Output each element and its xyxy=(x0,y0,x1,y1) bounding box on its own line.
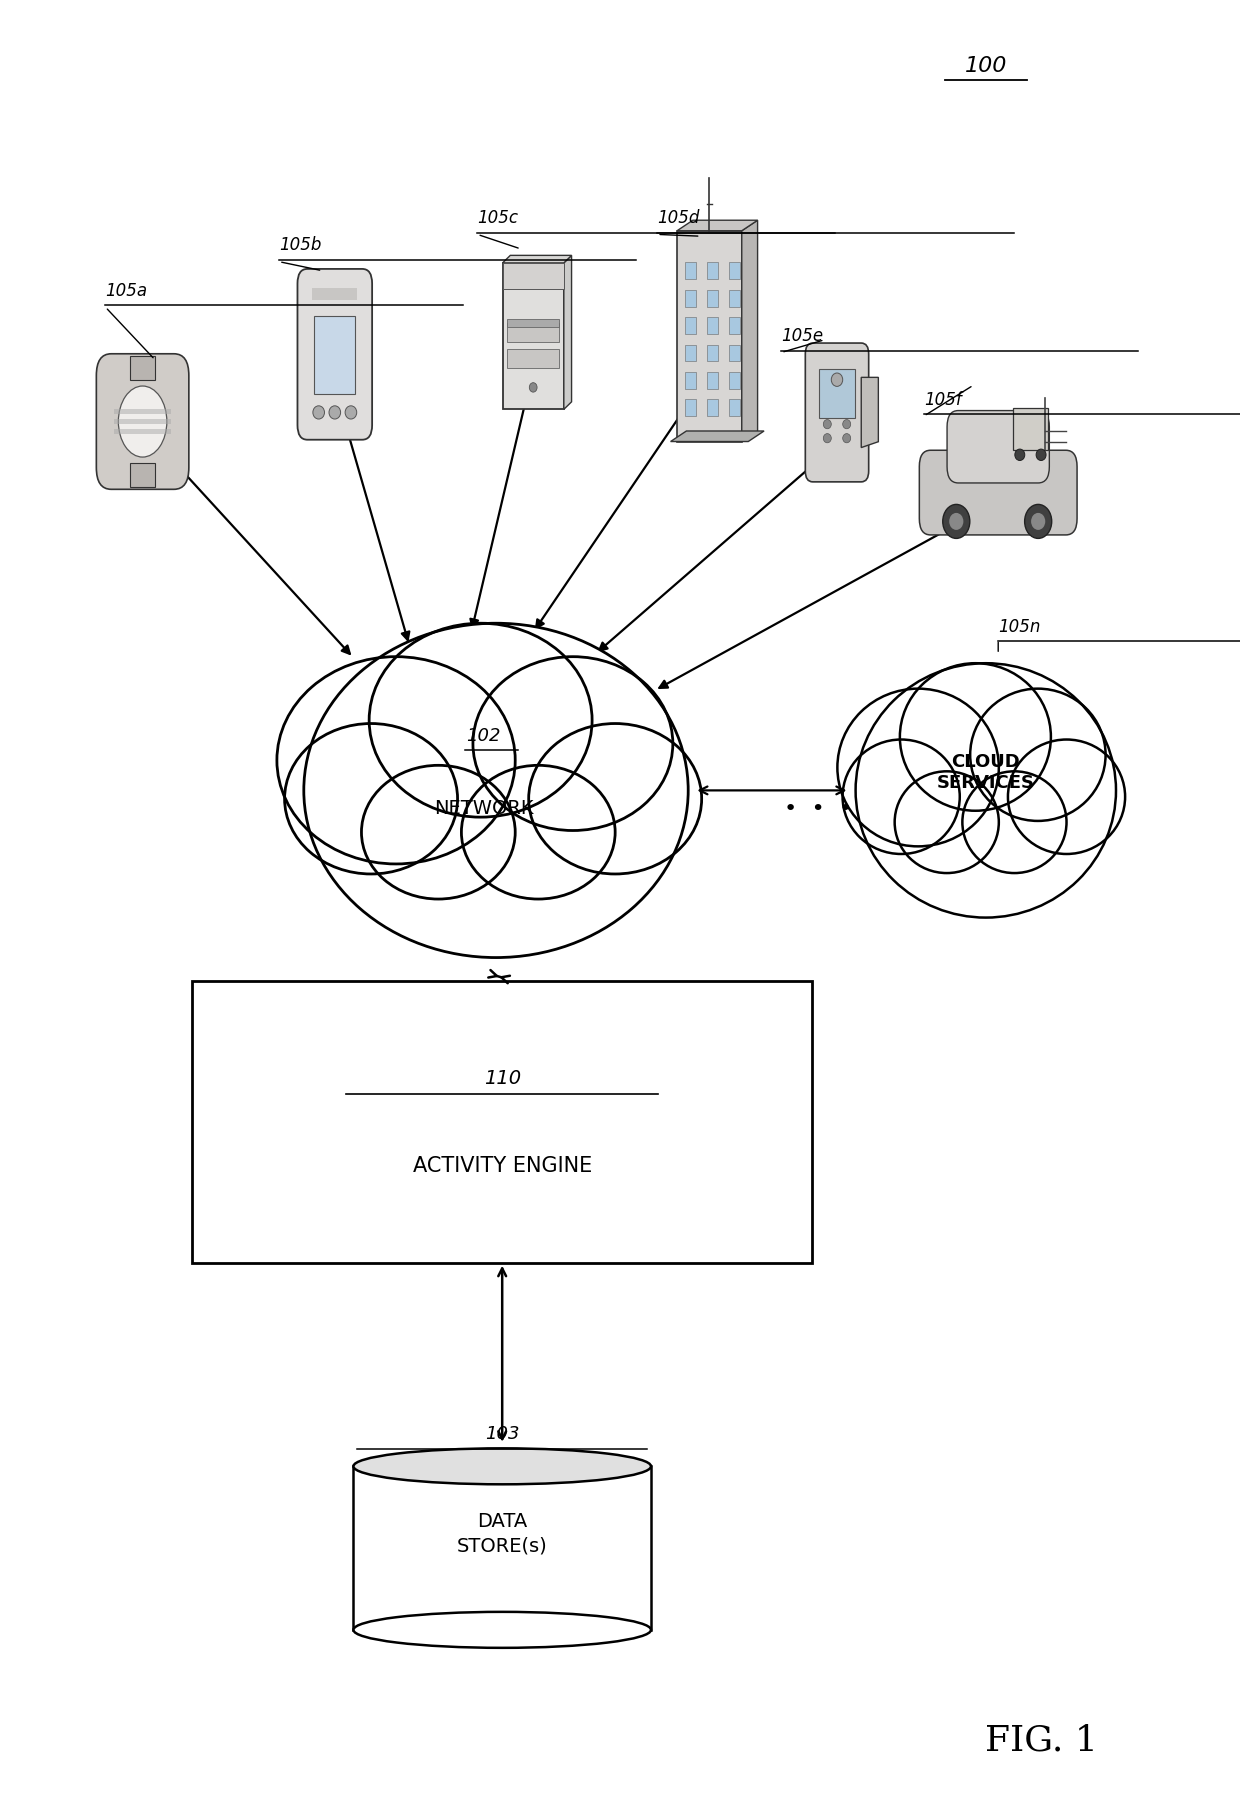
Text: 102: 102 xyxy=(466,727,501,745)
Polygon shape xyxy=(742,220,758,442)
Bar xyxy=(684,372,697,389)
Ellipse shape xyxy=(1014,449,1024,460)
Bar xyxy=(729,262,740,280)
Polygon shape xyxy=(502,256,572,263)
Ellipse shape xyxy=(1032,512,1045,531)
FancyBboxPatch shape xyxy=(919,451,1078,534)
Ellipse shape xyxy=(329,405,341,420)
Ellipse shape xyxy=(1037,449,1047,460)
Ellipse shape xyxy=(304,623,688,958)
Ellipse shape xyxy=(856,663,1116,918)
Bar xyxy=(707,262,718,280)
Bar xyxy=(707,318,718,334)
Ellipse shape xyxy=(362,765,516,899)
Bar xyxy=(130,356,155,380)
Bar xyxy=(312,287,357,300)
Text: 105n: 105n xyxy=(998,618,1040,636)
Bar xyxy=(707,400,718,416)
Ellipse shape xyxy=(472,656,673,830)
FancyBboxPatch shape xyxy=(947,411,1049,483)
FancyBboxPatch shape xyxy=(97,354,188,489)
Ellipse shape xyxy=(345,405,357,420)
Bar xyxy=(314,316,356,394)
Bar xyxy=(1013,409,1048,449)
Text: 105b: 105b xyxy=(279,236,321,254)
Ellipse shape xyxy=(284,723,458,874)
Bar xyxy=(507,318,559,327)
Bar xyxy=(130,463,155,487)
Ellipse shape xyxy=(837,689,999,847)
Ellipse shape xyxy=(370,623,593,818)
Ellipse shape xyxy=(461,765,615,899)
Ellipse shape xyxy=(353,1612,651,1648)
Bar xyxy=(707,345,718,362)
Text: 100: 100 xyxy=(965,56,1007,76)
Ellipse shape xyxy=(353,1448,651,1484)
Bar xyxy=(729,289,740,307)
Ellipse shape xyxy=(529,383,537,392)
Text: NETWORK: NETWORK xyxy=(434,799,533,818)
Ellipse shape xyxy=(942,505,970,538)
Text: •  •  •: • • • xyxy=(784,798,853,819)
Ellipse shape xyxy=(962,770,1066,874)
Bar xyxy=(684,400,697,416)
Text: 105d: 105d xyxy=(657,209,699,227)
Bar xyxy=(684,262,697,280)
Text: 103: 103 xyxy=(485,1425,520,1443)
Ellipse shape xyxy=(843,420,851,429)
Ellipse shape xyxy=(528,723,702,874)
Ellipse shape xyxy=(900,663,1052,810)
Bar xyxy=(729,345,740,362)
Ellipse shape xyxy=(1024,505,1052,538)
Bar xyxy=(729,372,740,389)
Ellipse shape xyxy=(970,689,1106,821)
Polygon shape xyxy=(671,431,764,442)
Bar xyxy=(502,263,564,409)
Ellipse shape xyxy=(312,405,325,420)
Text: 110: 110 xyxy=(484,1068,521,1088)
Polygon shape xyxy=(677,231,742,442)
Text: CLOUD
SERVICES: CLOUD SERVICES xyxy=(936,752,1035,792)
Text: 105e: 105e xyxy=(781,327,823,345)
Ellipse shape xyxy=(1008,740,1125,854)
Bar xyxy=(818,369,856,418)
Bar xyxy=(507,323,559,342)
Text: DATA
STORE(s): DATA STORE(s) xyxy=(456,1512,548,1555)
Bar xyxy=(114,420,171,423)
Ellipse shape xyxy=(823,420,831,429)
Bar xyxy=(684,318,697,334)
Text: FIG. 1: FIG. 1 xyxy=(985,1724,1099,1757)
Ellipse shape xyxy=(118,385,167,458)
Ellipse shape xyxy=(895,770,999,874)
Ellipse shape xyxy=(831,372,843,387)
Bar xyxy=(192,981,812,1263)
Bar xyxy=(707,372,718,389)
Ellipse shape xyxy=(949,512,963,531)
Ellipse shape xyxy=(843,740,960,854)
Bar xyxy=(707,289,718,307)
Bar xyxy=(729,318,740,334)
Polygon shape xyxy=(564,256,572,409)
Bar xyxy=(114,409,171,414)
Ellipse shape xyxy=(277,656,516,863)
Text: ACTIVITY ENGINE: ACTIVITY ENGINE xyxy=(413,1156,591,1176)
Polygon shape xyxy=(677,220,758,231)
Bar xyxy=(729,400,740,416)
Polygon shape xyxy=(862,378,878,447)
Bar xyxy=(684,345,697,362)
Bar xyxy=(684,289,697,307)
Bar xyxy=(114,429,171,434)
Bar xyxy=(353,1466,651,1630)
Bar xyxy=(507,349,559,369)
Bar xyxy=(502,263,564,289)
FancyBboxPatch shape xyxy=(298,269,372,440)
Text: 105a: 105a xyxy=(105,282,148,300)
Text: 105f: 105f xyxy=(924,391,961,409)
Ellipse shape xyxy=(823,434,831,443)
Ellipse shape xyxy=(843,434,851,443)
Text: 105c: 105c xyxy=(477,209,518,227)
FancyBboxPatch shape xyxy=(805,343,869,482)
